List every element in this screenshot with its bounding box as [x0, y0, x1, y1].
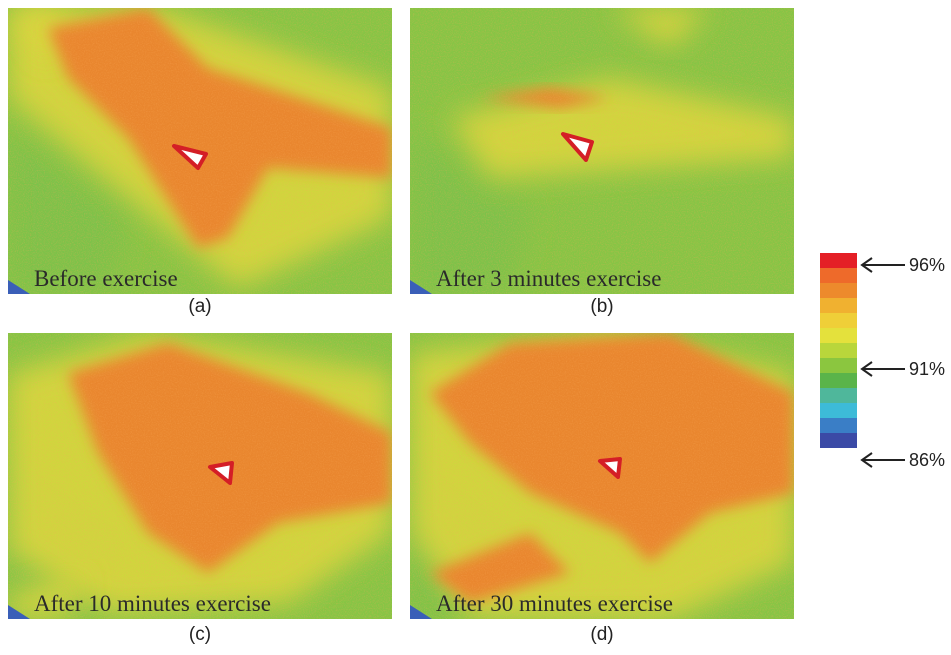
sensor-marker: [561, 132, 594, 162]
image-content: [410, 333, 794, 619]
arrow-head: [860, 452, 873, 468]
thermal-image: Before exercise: [8, 8, 392, 294]
colorbar-segment: [820, 298, 857, 313]
sensor-marker: [598, 457, 622, 479]
panel-label: (b): [590, 296, 613, 317]
colorbar-label: 96%: [909, 255, 945, 275]
colorbar-segment: [820, 253, 857, 268]
colorbar-segment: [820, 283, 857, 298]
blue-corner: [410, 605, 432, 619]
image-content: [410, 8, 794, 294]
blue-corner: [8, 280, 30, 294]
colorbar-segment: [820, 373, 857, 388]
sensor-marker: [172, 144, 208, 170]
blue-corner: [8, 605, 30, 619]
panel-label: (d): [590, 624, 613, 645]
colorbar-segment: [820, 328, 857, 343]
colorbar-label: 86%: [909, 450, 945, 470]
colorbar-segment: [820, 388, 857, 403]
image-content: [8, 8, 392, 294]
thermal-image: After 30 minutes exercise: [410, 333, 794, 619]
image-caption: Before exercise: [34, 266, 178, 291]
image-content: [8, 333, 392, 619]
panel-label: (a): [188, 296, 211, 317]
colorbar-segment: [820, 313, 857, 328]
thermal-image: After 3 minutes exercise: [410, 8, 794, 294]
image-caption: After 30 minutes exercise: [436, 591, 673, 616]
speckle: [8, 333, 392, 619]
thermal-image: After 10 minutes exercise: [8, 333, 392, 619]
arrow-head: [860, 257, 873, 273]
colorbar-segment: [820, 433, 857, 448]
image-caption: After 3 minutes exercise: [436, 266, 661, 291]
arrow-head: [860, 361, 873, 377]
panel-label: (c): [189, 624, 211, 645]
sensor-marker: [208, 461, 234, 485]
colorbar-segment: [820, 343, 857, 358]
image-caption: After 10 minutes exercise: [34, 591, 271, 616]
colorbar-segment: [820, 418, 857, 433]
colorbar-segment: [820, 268, 857, 283]
colorbar-segment: [820, 403, 857, 418]
speckle: [410, 8, 794, 294]
colorbar-label: 91%: [909, 359, 945, 379]
blue-corner: [410, 280, 432, 294]
colorbar-segment: [820, 358, 857, 373]
speckle: [410, 333, 794, 619]
